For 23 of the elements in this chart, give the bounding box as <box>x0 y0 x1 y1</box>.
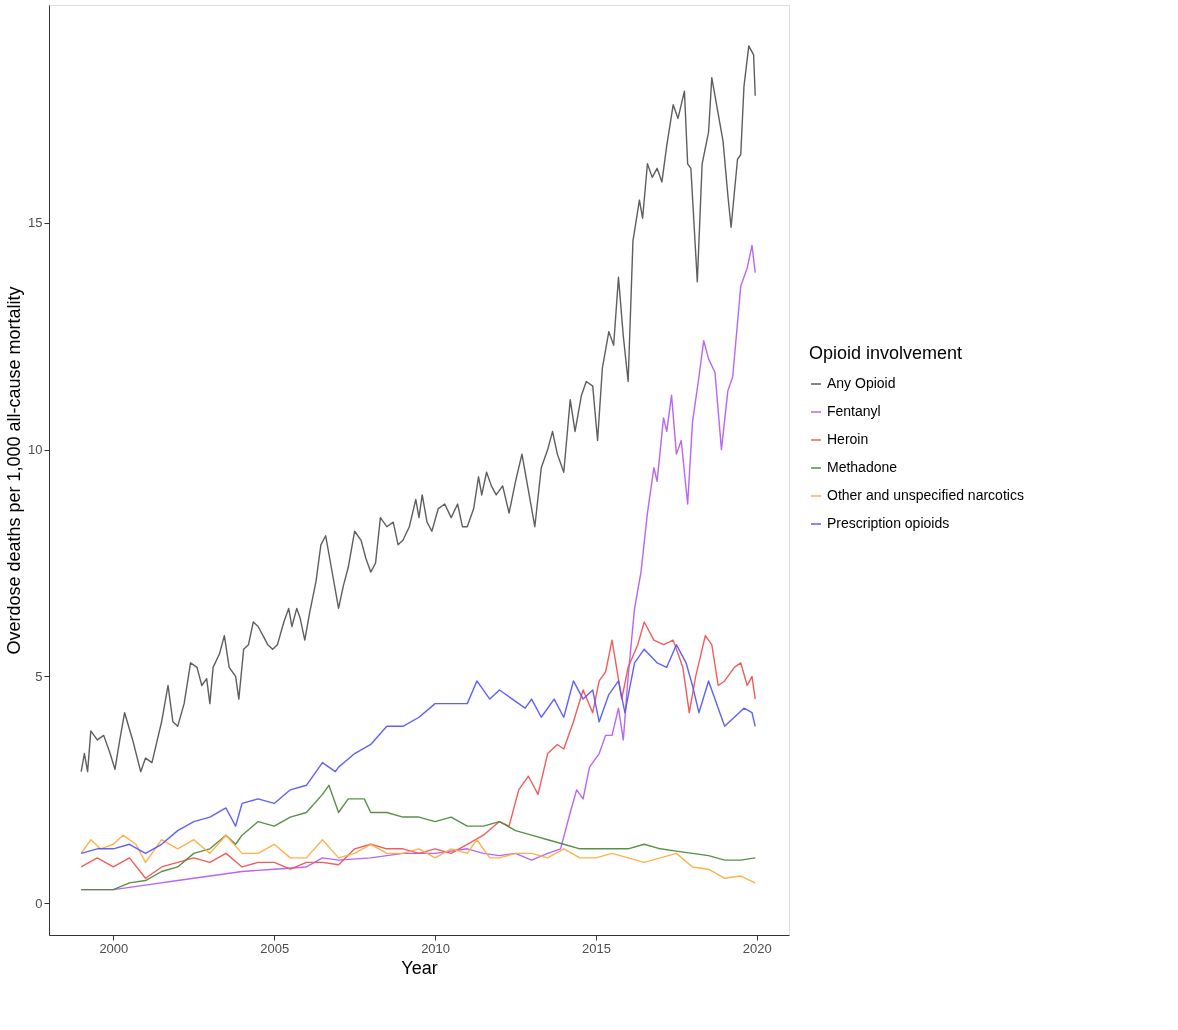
x-tick-label: 2000 <box>99 940 129 956</box>
line-series <box>80 621 756 879</box>
x-tick-label: 2020 <box>742 940 772 956</box>
legend-label: Other and unspecified narcotics <box>827 487 1024 503</box>
legend-title: Opioid involvement <box>809 343 963 363</box>
y-tick-label: 10 <box>28 442 43 458</box>
y-tick-label: 5 <box>35 668 43 684</box>
line-series <box>80 784 756 891</box>
y-tick-label: 15 <box>28 215 43 231</box>
legend-label: Prescription opioids <box>827 515 950 531</box>
line-series <box>80 45 756 773</box>
line-series <box>80 643 756 855</box>
y-tick-label: 0 <box>35 895 43 911</box>
legend-label: Any Opioid <box>827 375 896 391</box>
legend-label: Fentanyl <box>827 403 881 419</box>
x-tick-label: 2010 <box>421 940 451 956</box>
legend-label: Heroin <box>827 431 869 447</box>
y-axis-title: Overdose deaths per 1,000 all-cause mortality <box>4 286 25 655</box>
x-tick-label: 2015 <box>582 940 611 956</box>
legend-label: Methadone <box>827 459 898 475</box>
x-axis-title: Year <box>401 957 438 978</box>
x-tick-label: 2005 <box>260 940 290 956</box>
line-series <box>80 834 756 884</box>
